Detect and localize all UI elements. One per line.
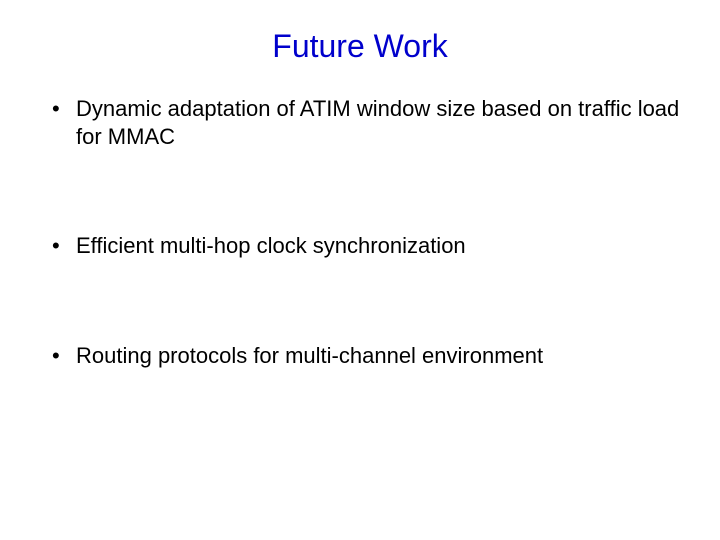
slide-title: Future Work — [40, 28, 680, 65]
bullet-item: Efficient multi-hop clock synchronizatio… — [48, 232, 680, 260]
bullet-item: Dynamic adaptation of ATIM window size b… — [48, 95, 680, 150]
bullet-item: Routing protocols for multi-channel envi… — [48, 342, 680, 370]
bullet-list: Dynamic adaptation of ATIM window size b… — [40, 95, 680, 369]
slide-container: Future Work Dynamic adaptation of ATIM w… — [0, 0, 720, 540]
